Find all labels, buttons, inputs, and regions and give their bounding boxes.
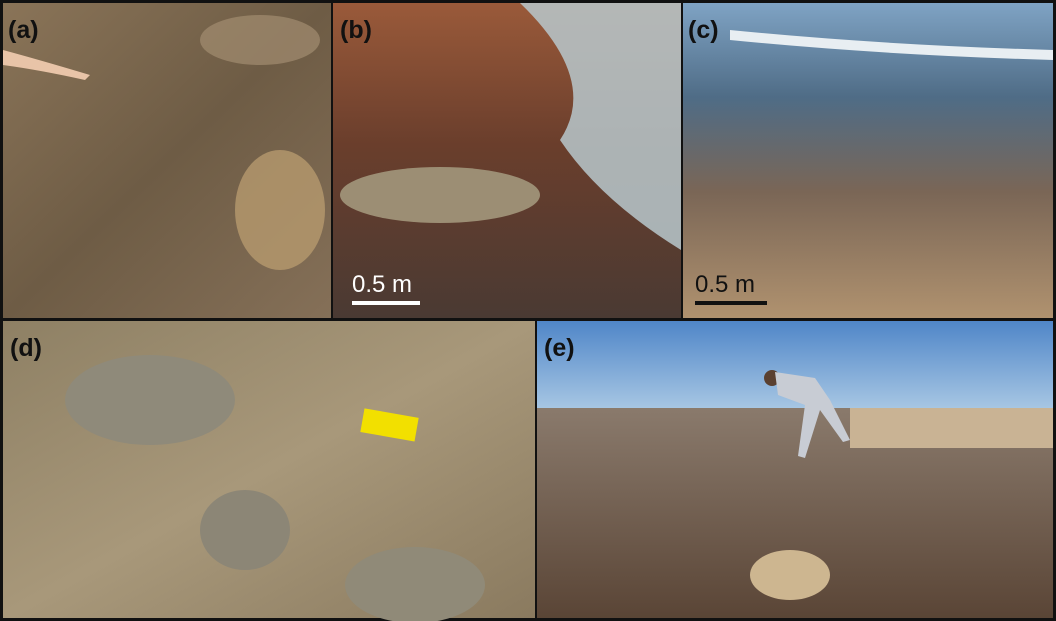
panel-c: (c) 0.5 m: [683, 3, 1053, 318]
puddle: [345, 547, 485, 621]
panel-d: (d): [3, 321, 535, 621]
puddle: [65, 355, 235, 445]
wave: [730, 30, 1053, 60]
panel-b: (b) 0.5 m: [333, 3, 681, 318]
panel-label: (d): [10, 334, 42, 362]
gravel: [340, 167, 540, 223]
scale-bar-label: 0.5 m: [352, 271, 412, 298]
rock: [235, 150, 325, 270]
panel-e: (e): [537, 321, 1053, 618]
puddle: [200, 490, 290, 570]
panel-label: (a): [8, 16, 39, 44]
scale-bar-label: 0.5 m: [695, 271, 755, 298]
scale-bar: [695, 301, 767, 305]
panel-a: (a): [3, 3, 331, 318]
scale-card: [360, 408, 419, 442]
rock: [200, 15, 320, 65]
person: [775, 372, 850, 458]
panel-label: (b): [340, 16, 372, 44]
water: [520, 3, 681, 250]
gravel: [750, 550, 830, 600]
panel-label: (c): [688, 16, 719, 44]
beach: [850, 408, 1053, 448]
scale-bar: [352, 301, 420, 305]
finger: [3, 50, 90, 80]
panel-label: (e): [544, 334, 575, 362]
